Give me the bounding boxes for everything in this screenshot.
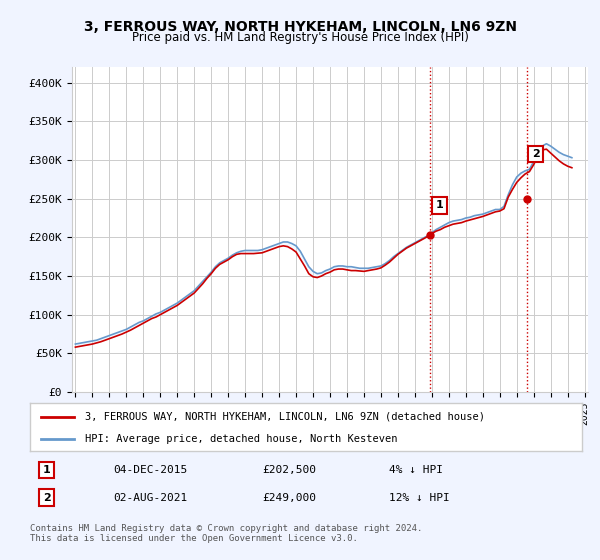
Text: 1: 1 (43, 465, 50, 475)
Text: 4% ↓ HPI: 4% ↓ HPI (389, 465, 443, 475)
Text: £202,500: £202,500 (262, 465, 316, 475)
Text: 12% ↓ HPI: 12% ↓ HPI (389, 493, 449, 503)
Text: 3, FERROUS WAY, NORTH HYKEHAM, LINCOLN, LN6 9ZN: 3, FERROUS WAY, NORTH HYKEHAM, LINCOLN, … (83, 20, 517, 34)
Text: 02-AUG-2021: 02-AUG-2021 (113, 493, 187, 503)
Text: 2: 2 (43, 493, 50, 503)
Text: HPI: Average price, detached house, North Kesteven: HPI: Average price, detached house, Nort… (85, 434, 398, 444)
Text: 1: 1 (436, 200, 443, 211)
Text: 04-DEC-2015: 04-DEC-2015 (113, 465, 187, 475)
Text: Price paid vs. HM Land Registry's House Price Index (HPI): Price paid vs. HM Land Registry's House … (131, 31, 469, 44)
Text: Contains HM Land Registry data © Crown copyright and database right 2024.
This d: Contains HM Land Registry data © Crown c… (30, 524, 422, 543)
Text: £249,000: £249,000 (262, 493, 316, 503)
Text: 2: 2 (532, 149, 539, 159)
Text: 3, FERROUS WAY, NORTH HYKEHAM, LINCOLN, LN6 9ZN (detached house): 3, FERROUS WAY, NORTH HYKEHAM, LINCOLN, … (85, 412, 485, 422)
